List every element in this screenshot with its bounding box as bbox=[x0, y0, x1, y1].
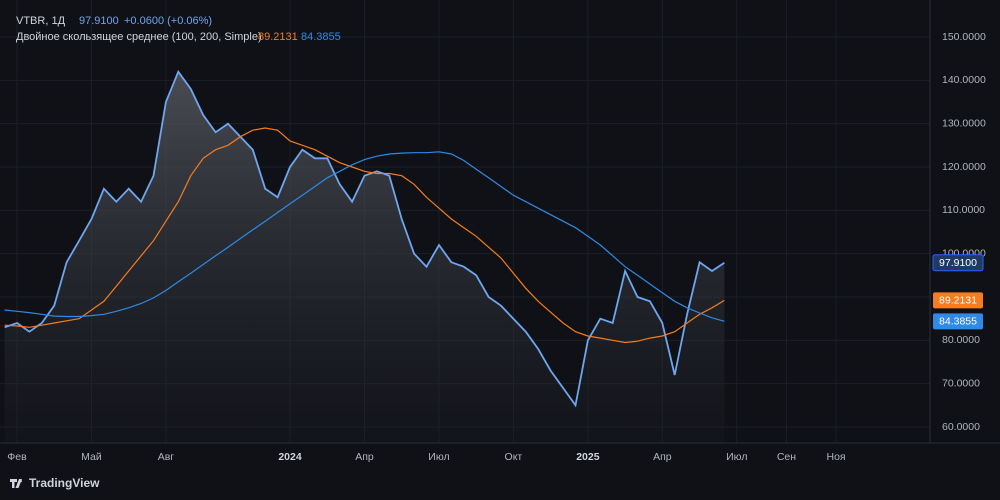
x-tick-label: Июл bbox=[428, 451, 449, 463]
x-tick-label: Апр bbox=[355, 451, 374, 463]
price-line bbox=[4, 69, 725, 408]
x-tick-label: Апр bbox=[653, 451, 672, 463]
ma-line bbox=[4, 151, 725, 322]
y-tick-label: 120.0000 bbox=[942, 161, 986, 173]
brand: TradingView bbox=[10, 476, 100, 490]
x-tick-label: Июл bbox=[726, 451, 747, 463]
x-tick-label: Авг bbox=[158, 451, 175, 463]
x-tick-label: 2024 bbox=[278, 451, 302, 463]
price-badge-label: 97.9100 bbox=[939, 257, 977, 269]
x-tick-label: Фев bbox=[7, 451, 27, 463]
plot-area bbox=[4, 69, 725, 443]
y-tick-label: 130.0000 bbox=[942, 117, 986, 129]
x-tick-label: Сен bbox=[777, 451, 796, 463]
ma-line bbox=[4, 127, 725, 344]
price-change: +0.0600 (+0.06%) bbox=[124, 15, 212, 27]
brand-logo bbox=[10, 479, 22, 488]
symbol: VTBR, 1Д bbox=[16, 15, 66, 27]
price-area bbox=[4, 71, 725, 443]
y-tick-label: 110.0000 bbox=[942, 204, 985, 216]
price-badge bbox=[933, 292, 983, 309]
x-tick-label: 2025 bbox=[576, 451, 600, 463]
y-tick-label: 70.0000 bbox=[942, 377, 980, 389]
price-badges: 97.9100 89.2131 84.3855 bbox=[932, 254, 984, 330]
x-tick-label: Май bbox=[81, 451, 102, 463]
y-tick-label: 140.0000 bbox=[942, 74, 986, 86]
y-tick-label: 150.0000 bbox=[942, 31, 986, 43]
y-tick-label: 80.0000 bbox=[942, 334, 980, 346]
last-price: 97.9100 bbox=[79, 15, 119, 27]
price-badge bbox=[933, 313, 983, 330]
price-badge-label: 89.2131 bbox=[939, 295, 977, 307]
indicator-name: Двойное скользящее среднее (100, 200, Si… bbox=[16, 31, 262, 43]
ma100-value: 89.2131 bbox=[258, 31, 298, 43]
y-tick-label: 60.0000 bbox=[942, 421, 980, 433]
price-badge bbox=[932, 254, 984, 272]
brand-name: TradingView bbox=[29, 476, 100, 490]
brand-logo-dot bbox=[19, 479, 22, 483]
x-tick-label: Окт bbox=[505, 451, 523, 463]
x-tick-label: Ноя bbox=[827, 451, 846, 463]
ma200-value: 84.3855 bbox=[301, 31, 341, 43]
price-badge-label: 84.3855 bbox=[939, 316, 977, 328]
legend: VTBR, 1Д 97.9100 +0.0600 (+0.06%) Двойно… bbox=[16, 15, 341, 43]
